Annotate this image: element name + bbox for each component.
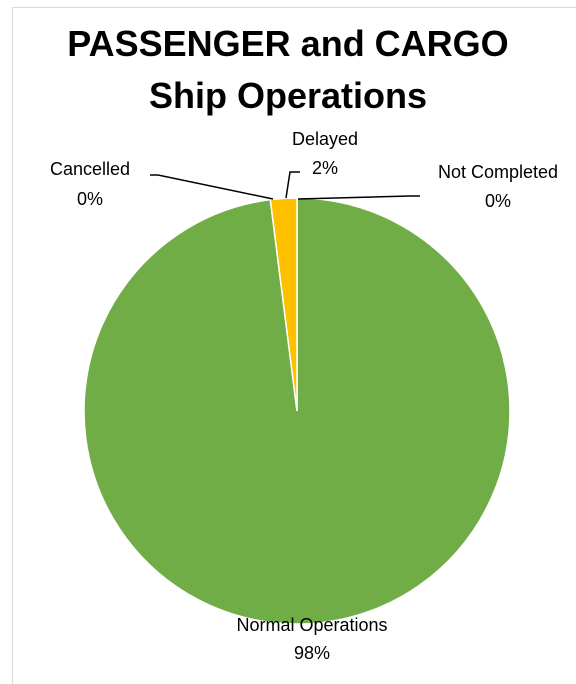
data-label-value-cancelled[interactable]: 0%: [77, 189, 103, 209]
pie-slices: [83, 197, 511, 625]
pie-slice-delayed[interactable]: [269, 197, 298, 412]
data-labels: Normal Operations 98% Cancelled 0% Delayed 2%…: [50, 129, 558, 663]
data-label-value-delayed[interactable]: 2%: [312, 158, 338, 178]
leader-lines: [150, 171, 420, 200]
data-label-name-not-completed[interactable]: Not Completed: [438, 162, 558, 182]
data-label-value-not-completed[interactable]: 0%: [485, 191, 511, 211]
data-label-name-normal-operations[interactable]: Normal Operations: [236, 615, 387, 635]
chart-title-line-1: PASSENGER and CARGO: [67, 23, 509, 64]
data-label-name-cancelled[interactable]: Cancelled: [50, 159, 130, 179]
leader-line-delayed: [285, 171, 300, 199]
chart-title-line-2: Ship Operations: [148, 75, 428, 116]
data-label-value-normal-operations[interactable]: 98%: [294, 643, 330, 663]
chart-title[interactable]: PASSENGER and CARGO Ship Operations: [0, 18, 576, 122]
leader-line-cancelled: [150, 174, 274, 200]
data-label-name-delayed[interactable]: Delayed: [292, 129, 358, 149]
leader-line-not-completed: [297, 195, 420, 200]
